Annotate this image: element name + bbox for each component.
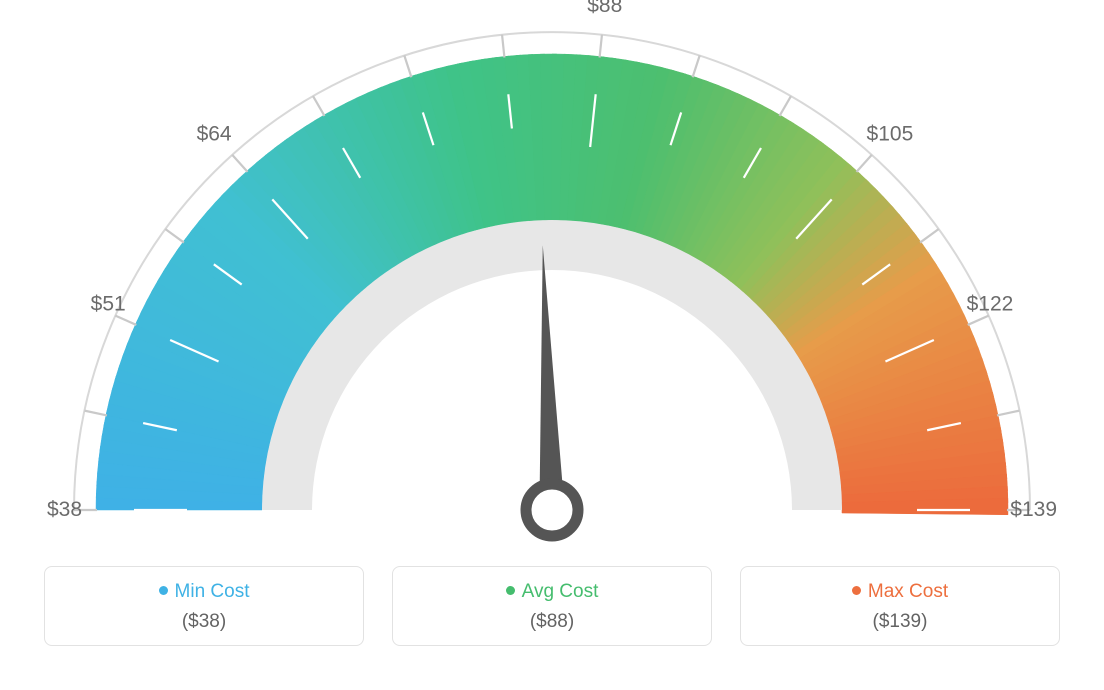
gauge-tick-label: $64 [197, 123, 232, 146]
gauge-svg: $38 $51 $64 $88 $105 $122 $139 [0, 0, 1104, 560]
gauge-needle-hub [526, 484, 578, 536]
legend-avg-title: Avg Cost [393, 581, 711, 603]
legend-row: Min Cost ($38) Avg Cost ($88) Max Cost (… [0, 566, 1104, 646]
gauge-tick-label: $139 [1010, 498, 1057, 521]
cost-gauge-widget: $38 $51 $64 $88 $105 $122 $139 Min Cost ($38) … [0, 0, 1104, 690]
legend-min-title: Min Cost [45, 581, 363, 603]
legend-min-value: ($38) [45, 611, 363, 633]
legend-card-avg: Avg Cost ($88) [392, 566, 712, 646]
legend-avg-value: ($88) [393, 611, 711, 633]
gauge-tick-label: $38 [47, 498, 82, 521]
legend-max-value: ($139) [741, 611, 1059, 633]
gauge-needle [539, 245, 564, 510]
legend-max-dot [852, 586, 861, 595]
legend-avg-dot [506, 586, 515, 595]
legend-card-min: Min Cost ($38) [44, 566, 364, 646]
legend-min-label: Min Cost [175, 581, 250, 602]
legend-avg-label: Avg Cost [522, 581, 599, 602]
gauge-tick-label: $105 [867, 123, 914, 146]
gauge-tick-label: $88 [587, 0, 622, 17]
legend-max-title: Max Cost [741, 581, 1059, 603]
legend-card-max: Max Cost ($139) [740, 566, 1060, 646]
gauge-tick-label: $51 [91, 293, 126, 316]
legend-max-label: Max Cost [868, 581, 948, 602]
gauge-tick-label: $122 [967, 293, 1014, 316]
gauge-area: $38 $51 $64 $88 $105 $122 $139 [0, 0, 1104, 560]
legend-min-dot [159, 586, 168, 595]
